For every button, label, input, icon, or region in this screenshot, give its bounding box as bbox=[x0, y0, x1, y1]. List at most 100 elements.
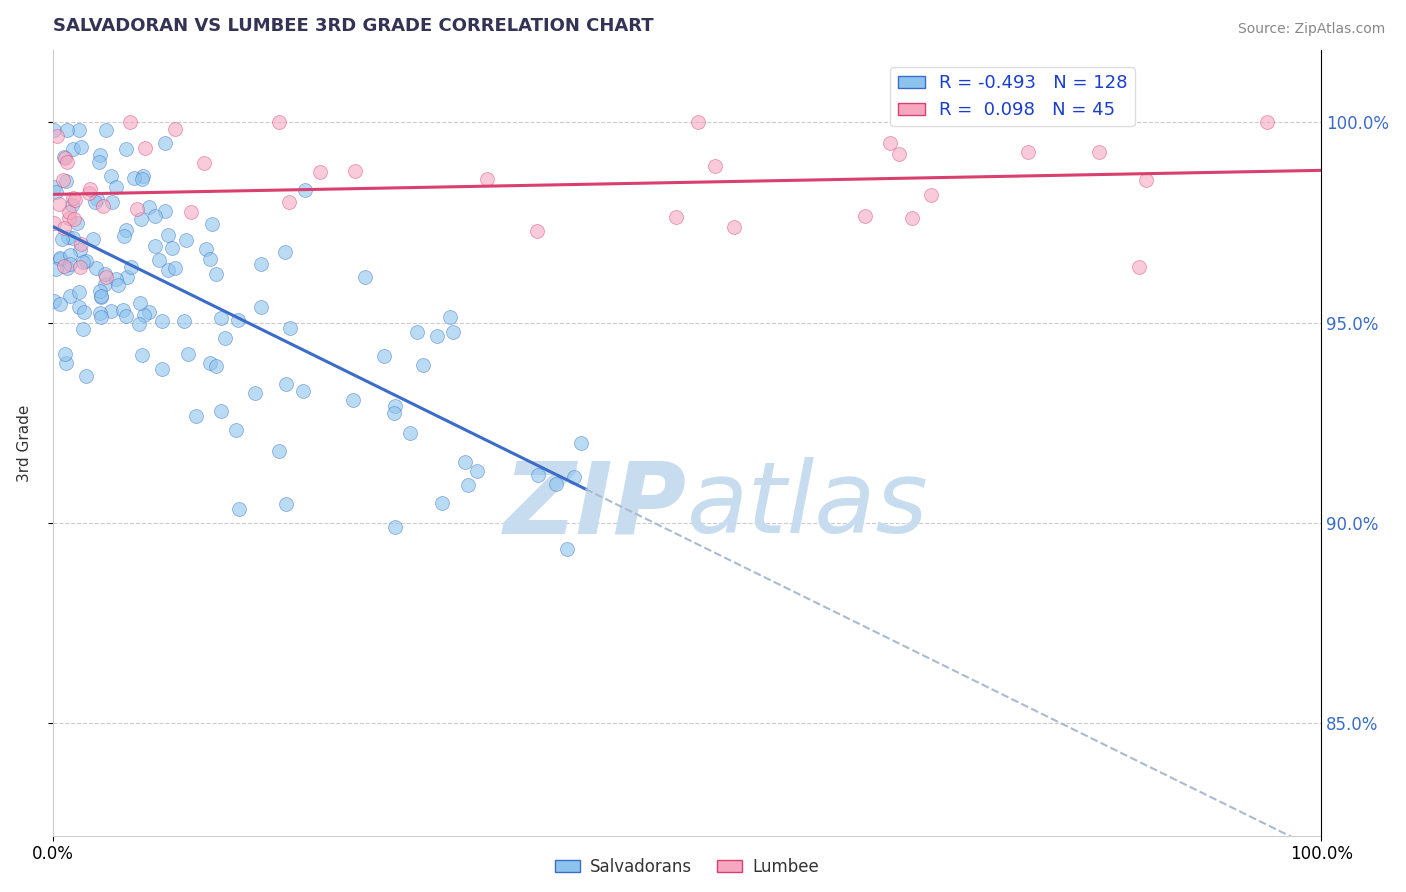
Point bbox=[115, 270, 138, 285]
Point bbox=[901, 211, 924, 225]
Point bbox=[75, 253, 97, 268]
Point bbox=[69, 243, 91, 257]
Point bbox=[94, 123, 117, 137]
Point bbox=[44, 180, 66, 194]
Point bbox=[115, 309, 138, 323]
Point bbox=[150, 361, 173, 376]
Point bbox=[153, 203, 176, 218]
Text: Source: ZipAtlas.com: Source: ZipAtlas.com bbox=[1237, 22, 1385, 37]
Y-axis label: 3rd Grade: 3rd Grade bbox=[17, 404, 32, 482]
Point bbox=[72, 255, 94, 269]
Point bbox=[1256, 115, 1278, 129]
Point bbox=[426, 329, 449, 343]
Point bbox=[72, 322, 94, 336]
Point bbox=[49, 252, 72, 267]
Point bbox=[128, 317, 150, 331]
Point bbox=[94, 270, 117, 285]
Point bbox=[90, 289, 112, 303]
Point bbox=[42, 216, 65, 230]
Point bbox=[193, 155, 215, 169]
Point bbox=[129, 212, 152, 227]
Point bbox=[132, 169, 155, 183]
Point bbox=[180, 205, 202, 219]
Point bbox=[562, 469, 585, 483]
Point bbox=[198, 252, 221, 266]
Point bbox=[107, 278, 129, 293]
Point bbox=[277, 195, 299, 210]
Point bbox=[63, 194, 86, 208]
Point bbox=[157, 263, 180, 277]
Point bbox=[160, 242, 183, 256]
Point bbox=[291, 384, 314, 399]
Point bbox=[70, 237, 93, 252]
Point bbox=[45, 186, 67, 200]
Point bbox=[62, 142, 84, 156]
Text: ZIP: ZIP bbox=[503, 458, 688, 554]
Point bbox=[250, 257, 273, 271]
Point bbox=[165, 122, 187, 136]
Point bbox=[42, 293, 65, 308]
Point bbox=[198, 356, 221, 370]
Point bbox=[204, 359, 226, 374]
Point bbox=[112, 229, 135, 244]
Point bbox=[111, 303, 134, 318]
Point bbox=[122, 170, 145, 185]
Point bbox=[62, 231, 84, 245]
Point bbox=[343, 164, 366, 178]
Point bbox=[104, 179, 127, 194]
Point bbox=[879, 136, 901, 150]
Point bbox=[278, 320, 301, 334]
Point bbox=[62, 191, 84, 205]
Point bbox=[138, 305, 160, 319]
Point bbox=[269, 444, 291, 458]
Point bbox=[148, 252, 170, 267]
Point bbox=[55, 356, 77, 370]
Point bbox=[56, 123, 79, 137]
Point bbox=[382, 406, 405, 420]
Point bbox=[120, 260, 142, 274]
Point bbox=[267, 115, 290, 129]
Point bbox=[274, 244, 297, 259]
Point bbox=[173, 314, 195, 328]
Point bbox=[101, 194, 124, 209]
Point bbox=[134, 141, 156, 155]
Point bbox=[177, 347, 200, 361]
Point bbox=[205, 267, 228, 281]
Point bbox=[48, 196, 70, 211]
Point bbox=[89, 154, 111, 169]
Point bbox=[184, 409, 207, 424]
Point bbox=[723, 220, 745, 235]
Point bbox=[63, 211, 86, 226]
Point bbox=[441, 326, 464, 340]
Point bbox=[665, 210, 688, 224]
Point bbox=[82, 231, 104, 245]
Point bbox=[86, 260, 108, 275]
Point bbox=[457, 478, 479, 492]
Point bbox=[143, 239, 166, 253]
Point bbox=[100, 304, 122, 318]
Point bbox=[53, 347, 76, 361]
Point bbox=[51, 232, 73, 246]
Point bbox=[174, 233, 197, 247]
Point bbox=[90, 290, 112, 304]
Point bbox=[439, 310, 461, 325]
Point bbox=[125, 202, 148, 216]
Point bbox=[75, 369, 97, 384]
Point bbox=[73, 305, 96, 319]
Point bbox=[104, 272, 127, 286]
Point bbox=[526, 224, 548, 238]
Legend: Salvadorans, Lumbee: Salvadorans, Lumbee bbox=[548, 851, 825, 882]
Point bbox=[91, 199, 114, 213]
Point bbox=[250, 300, 273, 314]
Point bbox=[52, 259, 75, 273]
Point bbox=[89, 305, 111, 319]
Point bbox=[465, 464, 488, 478]
Point bbox=[209, 311, 232, 326]
Point bbox=[131, 348, 153, 362]
Point bbox=[294, 184, 316, 198]
Point bbox=[226, 313, 249, 327]
Point bbox=[1088, 145, 1111, 159]
Point bbox=[853, 210, 876, 224]
Point bbox=[67, 123, 90, 137]
Point bbox=[214, 331, 236, 345]
